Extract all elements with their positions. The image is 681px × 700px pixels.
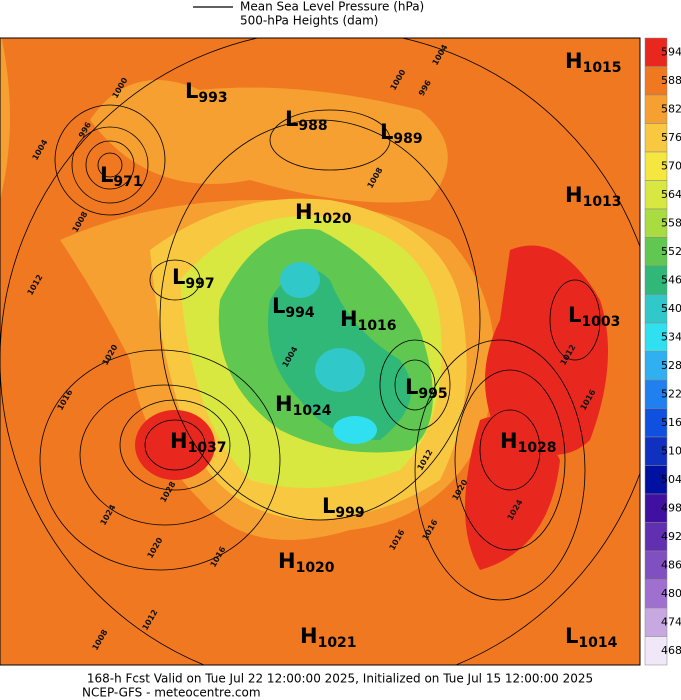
colorbar-label: 546 [661, 273, 681, 286]
colorbar-label: 468 [661, 644, 681, 657]
center-value: 1037 [188, 440, 227, 456]
center-kind: H [565, 49, 583, 73]
pressure-center: H1037 [170, 429, 227, 456]
pressure-center: H1028 [500, 429, 557, 456]
field-area [485, 245, 608, 455]
colorbar-label: 504 [661, 473, 681, 486]
colorbar-label: 486 [661, 558, 681, 571]
legend-text: Mean Sea Level Pressure (hPa) [240, 0, 424, 14]
colorbar-label: 540 [661, 302, 681, 315]
field-area [465, 415, 560, 570]
colorbar-label: 534 [661, 330, 681, 343]
center-kind: H [565, 183, 583, 207]
footer-text: 168-h Fcst Valid on Tue Jul 22 12:00:00 … [87, 672, 593, 686]
center-value: 1028 [518, 440, 557, 456]
center-kind: H [295, 200, 313, 224]
center-kind: L [100, 163, 113, 187]
colorbar-swatch [644, 636, 668, 666]
center-value: 989 [393, 131, 422, 147]
center-value: 1021 [318, 635, 357, 651]
pressure-center: H1015 [565, 49, 622, 76]
legend-text: 500-hPa Heights (dam) [240, 14, 378, 28]
field-area [315, 348, 365, 392]
isobars [0, 38, 640, 665]
center-value: 993 [198, 90, 227, 106]
center-kind: L [405, 375, 418, 399]
colorbar-label: 552 [661, 245, 681, 258]
center-value: 1016 [358, 318, 397, 334]
center-value: 971 [113, 174, 142, 190]
center-value: 1020 [313, 211, 352, 227]
colorbar-label: 570 [661, 159, 681, 172]
colorbar-label: 528 [661, 359, 681, 372]
center-kind: H [500, 429, 518, 453]
center-value: 1020 [296, 560, 335, 576]
center-kind: L [285, 107, 298, 131]
colorbar-label: 498 [661, 501, 681, 514]
center-kind: L [185, 79, 198, 103]
center-kind: L [380, 120, 393, 144]
colorbar-label: 516 [661, 416, 681, 429]
pressure-center: L1014 [565, 624, 618, 651]
center-value: 1024 [293, 403, 332, 419]
colorbar-label: 588 [661, 74, 681, 87]
pressure-center: L1003 [568, 303, 620, 330]
center-value: 995 [418, 386, 447, 402]
center-value: 997 [185, 276, 214, 292]
center-value: 1013 [583, 194, 622, 210]
pressure-center: H1020 [278, 549, 335, 576]
center-value: 1003 [581, 314, 620, 330]
pressure-center: H1016 [340, 307, 397, 334]
colorbar-label: 474 [661, 615, 681, 628]
center-kind: L [568, 303, 581, 327]
center-kind: L [172, 265, 185, 289]
colorbar-label: 582 [661, 102, 681, 115]
footer-text: NCEP-GFS - meteocentre.com [82, 686, 261, 700]
colorbar-label: 558 [661, 216, 681, 229]
colorbar-label: 522 [661, 387, 681, 400]
pressure-center: L993 [185, 79, 228, 106]
center-value: 999 [335, 505, 364, 521]
center-value: 994 [285, 305, 314, 321]
pressure-center: L997 [172, 265, 215, 292]
map-frame [0, 37, 641, 666]
center-value: 988 [298, 118, 327, 134]
field-area [90, 80, 448, 203]
center-kind: L [322, 494, 335, 518]
field-area [135, 410, 215, 480]
pressure-center: H1024 [275, 392, 332, 419]
colorbar-label: 576 [661, 131, 681, 144]
field [0, 38, 640, 665]
center-kind: H [340, 307, 358, 331]
pressure-center: H1020 [295, 200, 352, 227]
pressure-center: L994 [272, 294, 315, 321]
center-kind: L [272, 294, 285, 318]
center-kind: H [278, 549, 296, 573]
pressure-center: L971 [100, 163, 143, 190]
center-value: 1015 [583, 60, 622, 76]
center-kind: H [170, 429, 188, 453]
pressure-center: L999 [322, 494, 365, 521]
field-area [333, 416, 377, 444]
pressure-center: H1013 [565, 183, 622, 210]
colorbar-label: 594 [661, 45, 681, 58]
center-kind: H [275, 392, 293, 416]
pressure-center: L995 [405, 375, 448, 402]
center-value: 1014 [578, 635, 617, 651]
pressure-center: L989 [380, 120, 423, 147]
field-area [0, 38, 10, 200]
colorbar-label: 492 [661, 530, 681, 543]
field-area [280, 262, 320, 298]
colorbar-label: 510 [661, 444, 681, 457]
center-kind: L [565, 624, 578, 648]
colorbar-label: 564 [661, 188, 681, 201]
pressure-center: L988 [285, 107, 328, 134]
center-kind: H [300, 624, 318, 648]
pressure-center: H1021 [300, 624, 357, 651]
colorbar-label: 480 [661, 587, 681, 600]
